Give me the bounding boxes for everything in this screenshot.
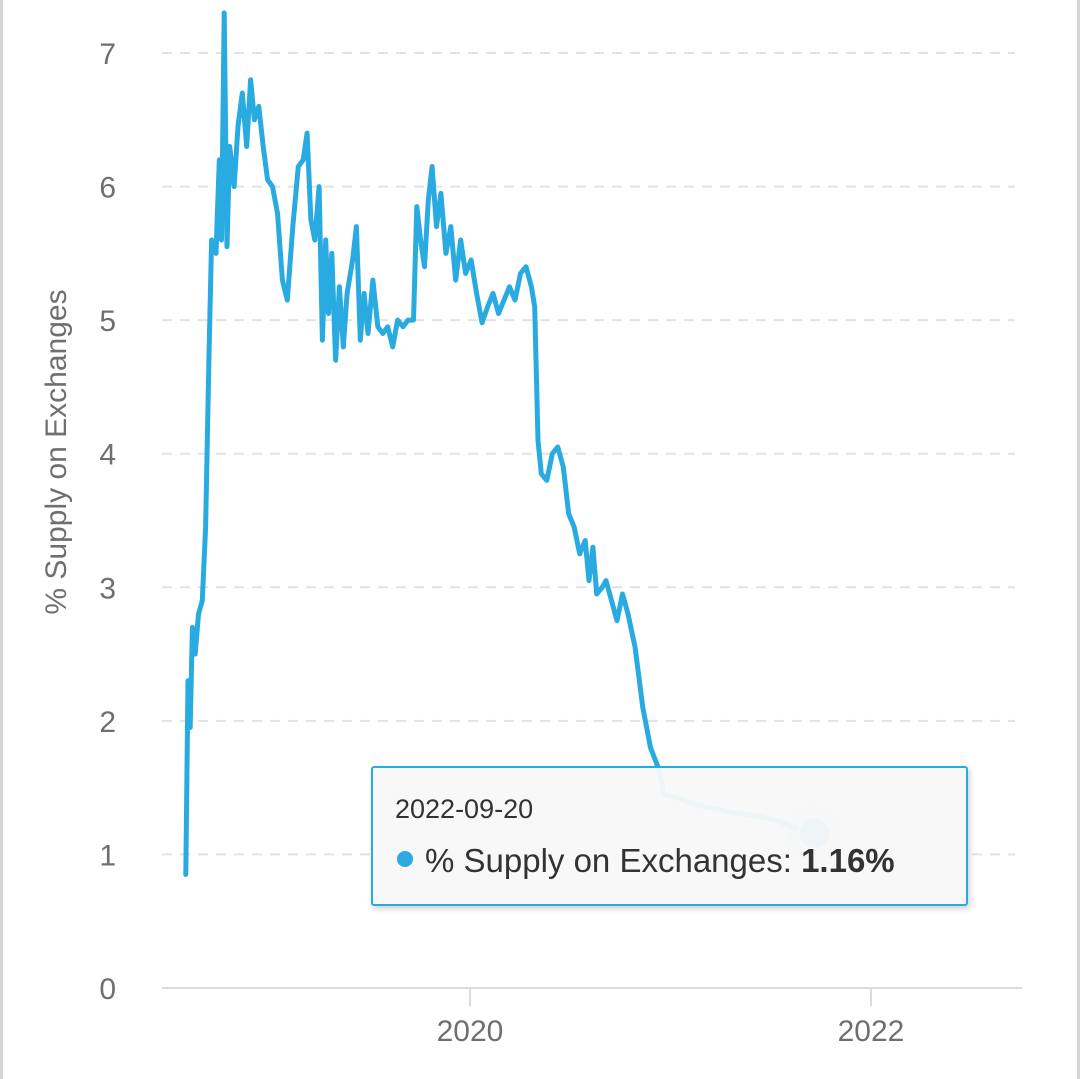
series-layer: [183, 10, 817, 877]
gridlines: [162, 52, 1015, 856]
y-tick-label: 2: [99, 706, 116, 739]
y-tick-label: 7: [99, 38, 116, 71]
tooltip-row: % Supply on Exchanges: 1.16%: [397, 842, 895, 880]
tooltip-series-label: % Supply on Exchanges:: [425, 842, 802, 879]
tooltip-date: 2022-09-20: [395, 794, 534, 824]
tooltip-value: 1.16%: [801, 842, 895, 879]
y-tick-label: 4: [99, 439, 116, 472]
y-tick-label: 1: [99, 839, 116, 872]
series-line: [183, 10, 817, 877]
y-tick-label: 3: [99, 572, 116, 605]
series-dot-icon: [397, 851, 413, 867]
y-tick-label: 5: [99, 305, 116, 338]
x-tick-label: 2020: [437, 1015, 504, 1048]
y-tick-label: 0: [99, 973, 116, 1006]
y-axis-title: % Supply on Exchanges: [40, 289, 73, 614]
tooltip: 2022-09-20 % Supply on Exchanges: 1.16%: [371, 766, 968, 906]
y-tick-label: 6: [99, 172, 116, 205]
axes: 0 1 2 3 4 5 6 7 2020 2022: [99, 38, 1022, 1048]
x-tick-label: 2022: [838, 1015, 905, 1048]
